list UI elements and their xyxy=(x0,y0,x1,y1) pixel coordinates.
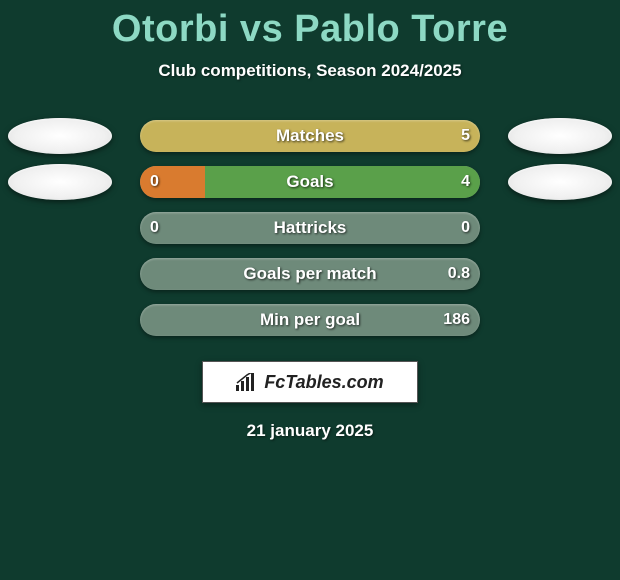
attribution-badge[interactable]: FcTables.com xyxy=(202,361,418,403)
stat-bar-track: Goals0 4 xyxy=(140,166,480,198)
stat-value-right: 5 xyxy=(461,127,470,145)
stat-value-right: 186 xyxy=(443,311,470,329)
stat-bar-track: Hattricks0 0 xyxy=(140,212,480,244)
stat-row: Goals0 4 xyxy=(0,159,620,205)
stat-value-right: 4 xyxy=(461,173,470,191)
stat-label: Goals per match xyxy=(140,264,480,284)
player-badge-right xyxy=(508,118,612,154)
stat-label: Goals xyxy=(140,172,480,192)
player-badge-left xyxy=(8,164,112,200)
stat-row: Goals per match0.8 xyxy=(0,251,620,297)
stat-row: Hattricks0 0 xyxy=(0,205,620,251)
chart-icon xyxy=(236,373,258,391)
stat-value-right: 0 xyxy=(461,219,470,237)
stat-label: Hattricks xyxy=(140,218,480,238)
page-subtitle: Club competitions, Season 2024/2025 xyxy=(0,61,620,81)
stats-container: Matches5Goals04Hattricks00Goals per matc… xyxy=(0,113,620,343)
stat-value-left: 0 xyxy=(150,219,159,237)
stat-value-right: 0.8 xyxy=(448,265,470,283)
date-label: 21 january 2025 xyxy=(0,421,620,441)
stat-label: Matches xyxy=(140,126,480,146)
stat-row: Matches5 xyxy=(0,113,620,159)
player-badge-left xyxy=(8,118,112,154)
stat-value-left: 0 xyxy=(150,173,159,191)
stat-row: Min per goal186 xyxy=(0,297,620,343)
stat-label: Min per goal xyxy=(140,310,480,330)
player-badge-right xyxy=(508,164,612,200)
stat-bar-track: Matches5 xyxy=(140,120,480,152)
attribution-text: FcTables.com xyxy=(264,372,383,393)
page-title: Otorbi vs Pablo Torre xyxy=(0,0,620,51)
stat-bar-track: Goals per match0.8 xyxy=(140,258,480,290)
stat-bar-track: Min per goal186 xyxy=(140,304,480,336)
